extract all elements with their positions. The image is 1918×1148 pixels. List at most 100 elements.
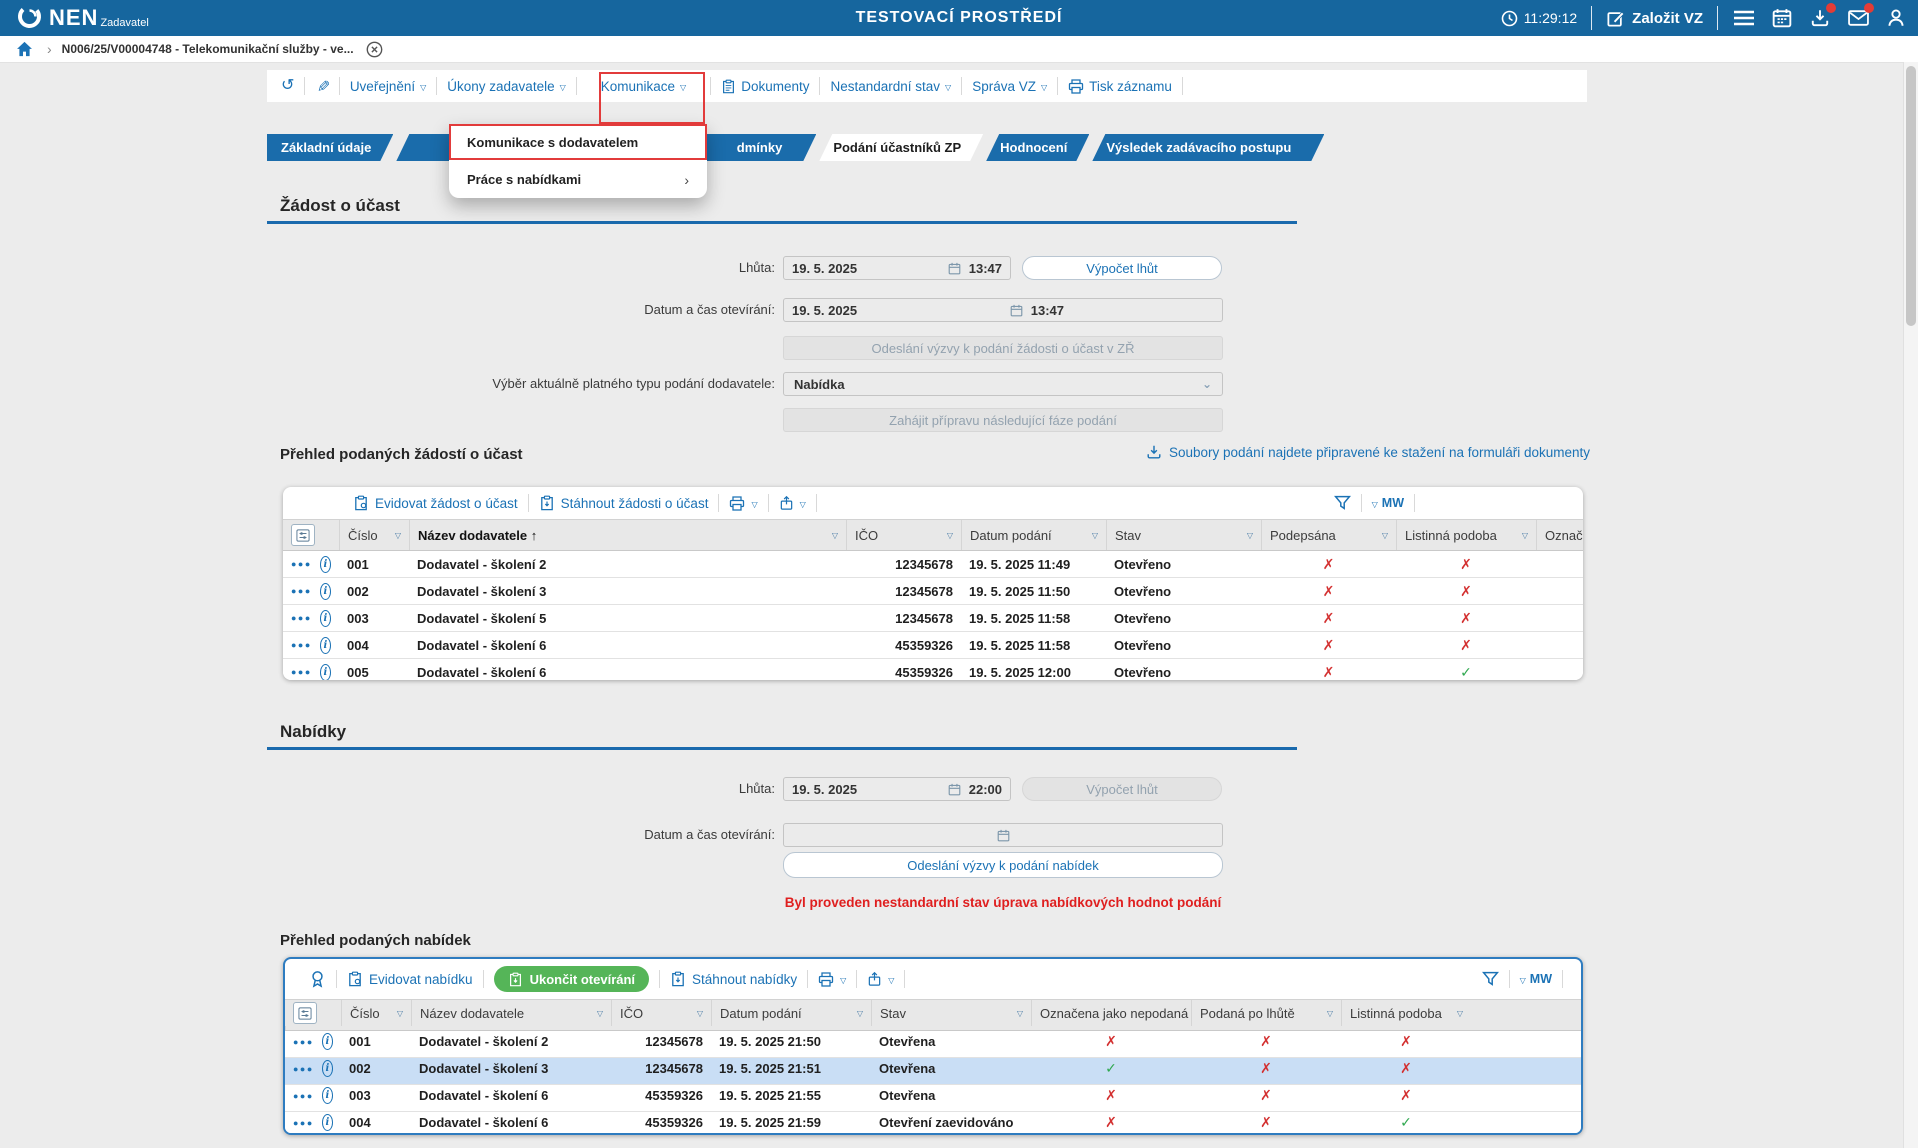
column-header[interactable]: IČO▽ (846, 520, 961, 550)
filter-icon[interactable] (1334, 495, 1351, 511)
messages-icon[interactable] (1846, 6, 1870, 30)
evidovat-zadost-button[interactable]: Evidovat žádost o účast (353, 495, 518, 511)
column-filter-icon[interactable]: ▽ (1247, 531, 1253, 540)
row-menu-icon[interactable]: ●●● (291, 586, 312, 596)
scrollbar[interactable] (1903, 62, 1918, 1148)
column-settings-cell[interactable] (283, 520, 339, 550)
toolbar-tisk-zaznamu[interactable]: Tisk záznamu (1068, 79, 1172, 94)
toolbar-uverejneni[interactable]: Uveřejnění▽ (350, 79, 426, 94)
row-info-icon[interactable]: i (320, 610, 331, 627)
row-menu-icon[interactable]: ●●● (293, 1091, 314, 1101)
soubory-podani-link[interactable]: Soubory podání najdete připravené ke sta… (1146, 444, 1590, 460)
row-menu-icon[interactable]: ●●● (291, 640, 312, 650)
column-filter-icon[interactable]: ▽ (947, 531, 953, 540)
table-row[interactable]: ●●●i002Dodavatel - školení 31234567819. … (283, 578, 1583, 605)
print-table-button[interactable]: ▽ (729, 496, 757, 511)
row-menu-icon[interactable]: ●●● (291, 667, 312, 677)
user-profile-icon[interactable] (1884, 6, 1908, 30)
table-row[interactable]: ●●●i001Dodavatel - školení 21234567819. … (283, 551, 1583, 578)
column-filter-icon[interactable]: ▽ (1017, 1009, 1023, 1018)
row-menu-icon[interactable]: ●●● (291, 613, 312, 623)
row-actions-cell[interactable]: ●●● i (283, 659, 339, 680)
vypocet-lhut-button[interactable]: Výpočet lhůt (1022, 256, 1222, 280)
toolbar-komunikace[interactable]: Komunikace▽ (601, 79, 686, 94)
column-filter-icon[interactable]: ▽ (1327, 1009, 1333, 1018)
column-filter-icon[interactable]: ▽ (697, 1009, 703, 1018)
tab-podani-ucastniku-zp[interactable]: Podání účastníků ZP (819, 134, 983, 161)
column-header[interactable]: Podepsána▽ (1261, 520, 1396, 550)
column-filter-icon[interactable]: ▽ (857, 1009, 863, 1018)
tab-zakladni-udaje[interactable]: Základní údaje (267, 134, 393, 161)
tab-hodnoceni[interactable]: Hodnocení (986, 134, 1089, 161)
column-filter-icon[interactable]: ▽ (395, 531, 401, 540)
calendar-field-icon[interactable] (948, 783, 961, 796)
row-menu-icon[interactable]: ●●● (293, 1064, 314, 1074)
column-header[interactable]: Datum podání▽ (711, 1000, 871, 1026)
column-settings-icon[interactable] (293, 1002, 317, 1024)
table-row[interactable]: ●●●i002Dodavatel - školení 31234567819. … (285, 1058, 1581, 1085)
row-info-icon[interactable]: i (322, 1060, 333, 1077)
row-info-icon[interactable]: i (320, 556, 331, 573)
column-filter-icon[interactable]: ▽ (832, 531, 838, 540)
column-header[interactable]: Datum podání▽ (961, 520, 1106, 550)
nen-logo[interactable]: NEN Zadavatel (16, 3, 149, 33)
column-filter-icon[interactable]: ▽ (597, 1009, 603, 1018)
column-header[interactable]: Listinná podoba▽ (1396, 520, 1536, 550)
column-header[interactable]: Listinná podoba▽ (1341, 1000, 1471, 1026)
column-filter-icon[interactable]: ▽ (1382, 531, 1388, 540)
column-header[interactable]: Podaná po lhůtě▽ (1191, 1000, 1341, 1026)
home-icon[interactable] (16, 41, 33, 57)
row-menu-icon[interactable]: ●●● (291, 559, 312, 569)
column-filter-icon[interactable]: ▽ (1522, 531, 1528, 540)
export-table-button[interactable]: ▽ (867, 971, 894, 987)
row-info-icon[interactable]: i (322, 1114, 333, 1131)
typ-podani-select[interactable]: Nabídka⌄ (783, 372, 1223, 396)
row-actions-cell[interactable]: ●●●i (285, 1031, 341, 1053)
menu-item-prace-s-nabidkami[interactable]: Práce s nabídkami› (449, 161, 707, 198)
stahnout-nabidky-button[interactable]: Stáhnout nabídky (670, 971, 797, 987)
zahajit-fazi-button[interactable]: Zahájit přípravu následující fáze podání (783, 408, 1223, 432)
column-filter-icon[interactable]: ▽ (1092, 531, 1098, 540)
column-header[interactable]: Název dodavatele▽ (411, 1000, 611, 1026)
row-menu-icon[interactable]: ●●● (293, 1037, 314, 1047)
nabidky-vypocet-lhut-button[interactable]: Výpočet lhůt (1022, 777, 1222, 801)
table-row[interactable]: ●●●i003Dodavatel - školení 51234567819. … (283, 605, 1583, 632)
stahnout-zadosti-button[interactable]: Stáhnout žádosti o účast (539, 495, 709, 511)
column-header[interactable]: Označena jako nepodaná▽ (1031, 1000, 1191, 1026)
scrollbar-thumb[interactable] (1906, 66, 1916, 326)
odeslani-vyzvy-zadost-button[interactable]: Odeslání výzvy k podání žádosti o účast … (783, 336, 1223, 360)
evidovat-nabidku-button[interactable]: Evidovat nabídku (347, 971, 473, 987)
nabidky-lhuta-input[interactable]: 19. 5. 2025 22:00 (783, 777, 1011, 801)
column-header[interactable]: Stav▽ (1106, 520, 1261, 550)
otevirani-input[interactable]: 19. 5. 2025 13:47 (783, 298, 1223, 322)
column-filter-icon[interactable]: ▽ (1457, 1009, 1463, 1018)
column-header[interactable]: Stav▽ (871, 1000, 1031, 1026)
row-info-icon[interactable]: i (320, 583, 331, 600)
toolbar-sprava-vz[interactable]: Správa VZ▽ (972, 79, 1047, 94)
row-actions-cell[interactable]: ●●● i (283, 578, 339, 604)
table-row[interactable]: ●●●i004Dodavatel - školení 64535932619. … (283, 632, 1583, 659)
mw-dropdown-icon[interactable]: ▽ (1372, 500, 1378, 509)
row-info-icon[interactable]: i (322, 1087, 333, 1104)
create-vz-button[interactable]: Založit VZ (1606, 9, 1703, 28)
column-settings-icon[interactable] (291, 524, 315, 546)
column-settings-cell[interactable] (285, 1000, 341, 1026)
column-header[interactable]: Číslo▽ (341, 1000, 411, 1026)
row-menu-icon[interactable]: ●●● (293, 1118, 314, 1128)
close-record-icon[interactable] (366, 41, 383, 58)
row-actions-cell[interactable]: ●●● i (285, 1112, 341, 1134)
calendar-icon[interactable] (1770, 6, 1794, 30)
calendar-field-icon[interactable] (1010, 304, 1023, 317)
toolbar-nestandardni-stav[interactable]: Nestandardní stav▽ (830, 79, 951, 94)
award-icon[interactable] (309, 970, 326, 988)
nabidky-otevirani-input[interactable] (783, 823, 1223, 847)
column-header[interactable]: Číslo▽ (339, 520, 409, 550)
mw-dropdown-icon[interactable]: ▽ (1520, 976, 1526, 985)
column-header[interactable]: Název dodavatele ↑▽ (409, 520, 846, 550)
toolbar-ukony-zadavatele[interactable]: Úkony zadavatele▽ (447, 79, 565, 94)
toolbar-dokumenty[interactable]: Dokumenty (721, 79, 809, 94)
odeslani-vyzvy-nabidky-button[interactable]: Odeslání výzvy k podání nabídek (783, 852, 1223, 878)
row-info-icon[interactable]: i (320, 664, 331, 681)
breadcrumb-item[interactable]: N006/25/V00004748 - Telekomunikační služ… (62, 42, 354, 56)
menu-hamburger-icon[interactable] (1732, 6, 1756, 30)
